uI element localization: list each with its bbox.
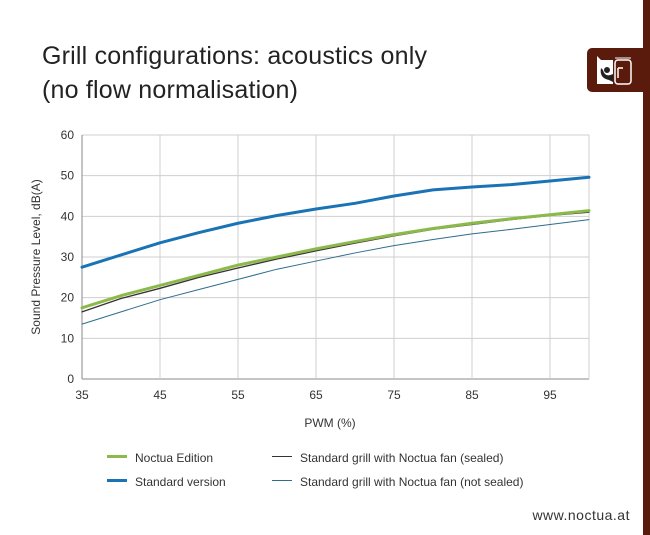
y-axis-label: Sound Pressure Level, dB(A) <box>29 179 43 334</box>
y-tick-label: 10 <box>61 331 75 345</box>
y-tick-label: 20 <box>61 291 75 305</box>
y-tick-label: 0 <box>67 372 74 386</box>
x-tick-label: 35 <box>75 388 89 402</box>
x-tick-label: 85 <box>465 388 479 402</box>
series-line-0 <box>80 209 591 310</box>
legend-label: Standard version <box>135 475 226 489</box>
legend-swatch <box>107 479 127 482</box>
chart: 0 10 20 30 40 50 60 35 45 55 65 75 85 95 PWM (%) Soun… <box>29 128 591 430</box>
chart-title-line1: Grill configurations: acoustics only <box>42 42 428 70</box>
x-tick-label: 65 <box>309 388 323 402</box>
x-tick-label: 75 <box>387 388 401 402</box>
x-axis-label: PWM (%) <box>304 416 355 430</box>
y-tick-label: 50 <box>61 169 75 183</box>
legend-label: Standard grill with Noctua fan (sealed) <box>300 451 504 465</box>
y-tick-label: 30 <box>61 250 75 264</box>
legend-swatch <box>107 455 127 458</box>
x-tick-label: 45 <box>153 388 167 402</box>
series-line-1 <box>80 175 591 269</box>
x-tick-label: 95 <box>543 388 557 402</box>
brand-stripe <box>643 0 650 535</box>
legend-swatch <box>272 480 292 481</box>
legend-swatch <box>272 456 292 457</box>
chart-title-line2: (no flow normalisation) <box>42 76 299 104</box>
series-line-3 <box>81 219 590 325</box>
x-tick-label: 55 <box>231 388 245 402</box>
legend-label: Standard grill with Noctua fan (not seal… <box>300 475 524 489</box>
website-url[interactable]: www.noctua.at <box>532 507 630 523</box>
y-tick-label: 60 <box>61 128 75 142</box>
series-line-2 <box>81 211 590 313</box>
noctua-logo <box>587 48 647 92</box>
owl-logo-icon <box>597 56 632 85</box>
y-tick-label: 40 <box>61 209 75 223</box>
legend-label: Noctua Edition <box>135 451 214 465</box>
